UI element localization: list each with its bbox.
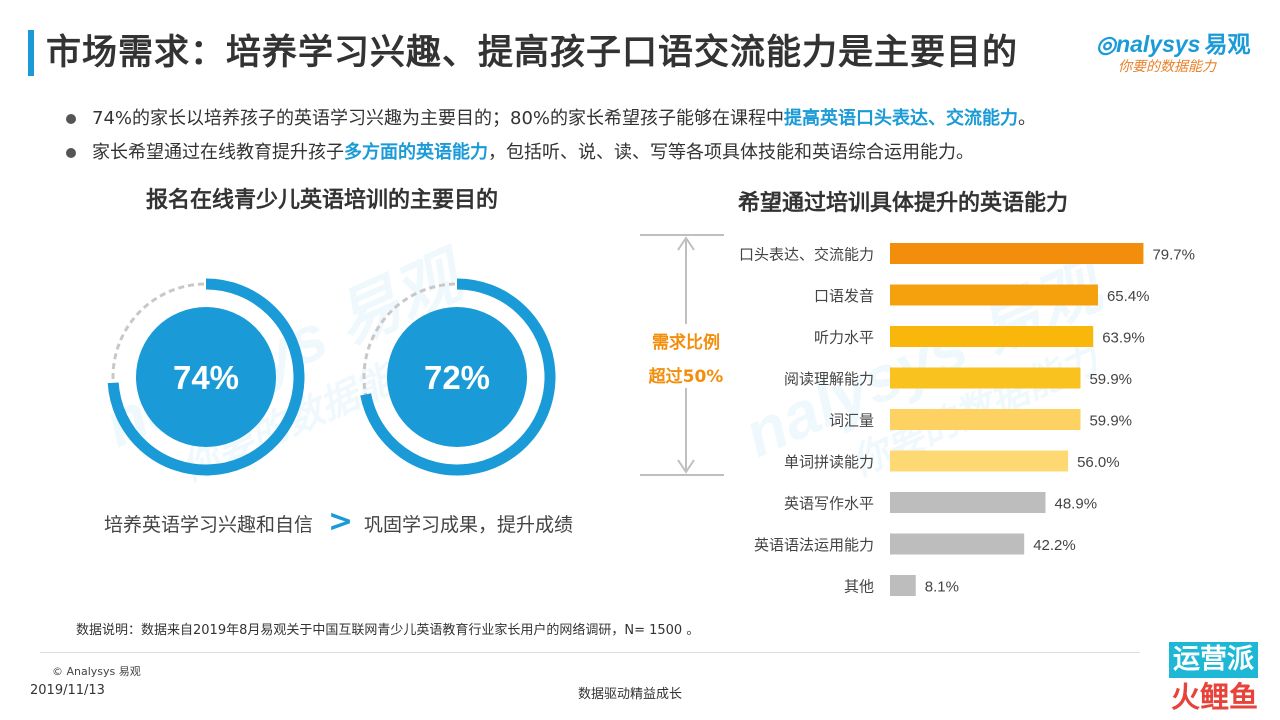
bar-chart: 需求比例 超过50% 口头表达、交流能力 79.7% 口语发音 65.4% 听力水平 63…	[640, 234, 1195, 596]
donut-1-caption: 培养英语学习兴趣和自信	[104, 514, 314, 536]
bar-category-label: 英语写作水平	[784, 495, 874, 513]
donut-2-center	[387, 307, 527, 447]
bullet-item-1: 74%的家长以培养孩子的英语学习兴趣为主要目的；80%的家长希望孩子能够在课程中…	[66, 102, 1036, 136]
bar	[890, 409, 1081, 430]
donut-2-label: 72%	[424, 359, 490, 396]
badge-line2: 火鲤鱼	[1170, 680, 1258, 714]
bar-value-label: 65.4%	[1107, 288, 1150, 305]
bar	[890, 367, 1081, 389]
bar-category-label: 其他	[844, 578, 874, 596]
bar	[890, 243, 1144, 264]
bar-category-label: 词汇量	[829, 412, 874, 430]
bullet-list: 74%的家长以培养孩子的英语学习兴趣为主要目的；80%的家长希望孩子能够在课程中…	[66, 102, 1036, 170]
bar-category-label: 阅读理解能力	[784, 370, 874, 388]
bullet-2-pre: 家长希望通过在线教育提升孩子	[92, 142, 344, 163]
data-note: 数据说明：数据来自2019年8月易观关于中国互联网青少儿英语教育行业家长用户的网…	[76, 623, 700, 638]
donut-2-caption: 巩固学习成果，提升成绩	[364, 514, 574, 536]
title-accent-bar	[28, 30, 34, 76]
bar	[890, 284, 1098, 306]
logo-o-icon: ◎	[1096, 31, 1117, 57]
bar	[890, 492, 1046, 513]
bar-category-label: 单词拼读能力	[784, 453, 874, 471]
donut-2-value-arc	[360, 278, 556, 476]
site-watermark-badge: 运营派 火鲤鱼	[1138, 636, 1262, 716]
bar-category-label: 口语发音	[814, 287, 874, 305]
bar	[890, 575, 916, 596]
bracket-annotation-line2: 超过50%	[649, 366, 724, 387]
report-date: 2019/11/13	[30, 683, 105, 698]
bullet-item-2: 家长希望通过在线教育提升孩子多方面的英语能力，包括听、说、读、写等各项具体技能和…	[66, 136, 1036, 170]
bar-category-label: 口头表达、交流能力	[739, 246, 874, 264]
donut-2: 72%	[360, 278, 556, 476]
donut-1: 74%	[107, 278, 305, 476]
logo-brand: nalysys	[1116, 31, 1201, 57]
bar-value-label: 59.9%	[1089, 413, 1132, 430]
badge-line1: 运营派	[1169, 642, 1258, 678]
footer-slogan: 数据驱动精益成长	[578, 687, 683, 702]
logo-brand-cn: 易观	[1204, 31, 1251, 57]
donut-1-label: 74%	[173, 359, 239, 396]
logo-slogan: 你要的数据能力	[1118, 59, 1216, 75]
bracket-arrow-down-icon	[677, 459, 695, 474]
bar	[890, 450, 1069, 472]
bar-category-label: 英语语法运用能力	[754, 536, 874, 554]
bullet-1-highlight: 提高英语口头表达、交流能力	[784, 108, 1019, 129]
bar-value-label: 79.7%	[1152, 247, 1195, 264]
bar-category-label: 听力水平	[814, 329, 874, 347]
donut-1-value-arc	[107, 278, 305, 476]
bar	[890, 326, 1094, 347]
footer-divider	[40, 652, 1140, 653]
bullet-1-pre: 74%的家长以培养孩子的英语学习兴趣为主要目的；80%的家长希望孩子能够在课程中	[92, 108, 785, 129]
bar-value-label: 63.9%	[1102, 330, 1145, 347]
analysys-logo: ◎nalysys 易观 你要的数据能力	[1096, 30, 1256, 86]
page-title: 市场需求：培养学习兴趣、提高孩子口语交流能力是主要目的	[46, 33, 1019, 73]
bullet-2-post: ，包括听、说、读、写等各项具体技能和英语综合运用能力。	[488, 142, 974, 163]
bar-value-label: 48.9%	[1055, 496, 1098, 513]
bullet-1-post: 。	[1018, 108, 1037, 129]
bracket-arrow-up-icon	[677, 236, 695, 251]
bar-value-label: 42.2%	[1033, 537, 1076, 554]
left-chart-title: 报名在线青少儿英语培训的主要目的	[146, 188, 499, 213]
copyright: © Analysys 易观	[52, 665, 141, 678]
bar-value-label: 8.1%	[925, 579, 959, 596]
greater-than-icon: >	[328, 504, 354, 539]
right-chart-title: 希望通过培训具体提升的英语能力	[738, 191, 1069, 216]
bullet-2-highlight: 多方面的英语能力	[344, 142, 488, 163]
bar-series: 口头表达、交流能力 79.7% 口语发音 65.4% 听力水平 63.9% 阅读理解能力 59…	[739, 243, 1195, 596]
bar-value-label: 56.0%	[1077, 454, 1120, 471]
bracket-annotation-line1: 需求比例	[652, 332, 720, 353]
bar-value-label: 59.9%	[1089, 371, 1132, 388]
bar	[890, 533, 1025, 555]
donut-1-center	[136, 307, 276, 447]
